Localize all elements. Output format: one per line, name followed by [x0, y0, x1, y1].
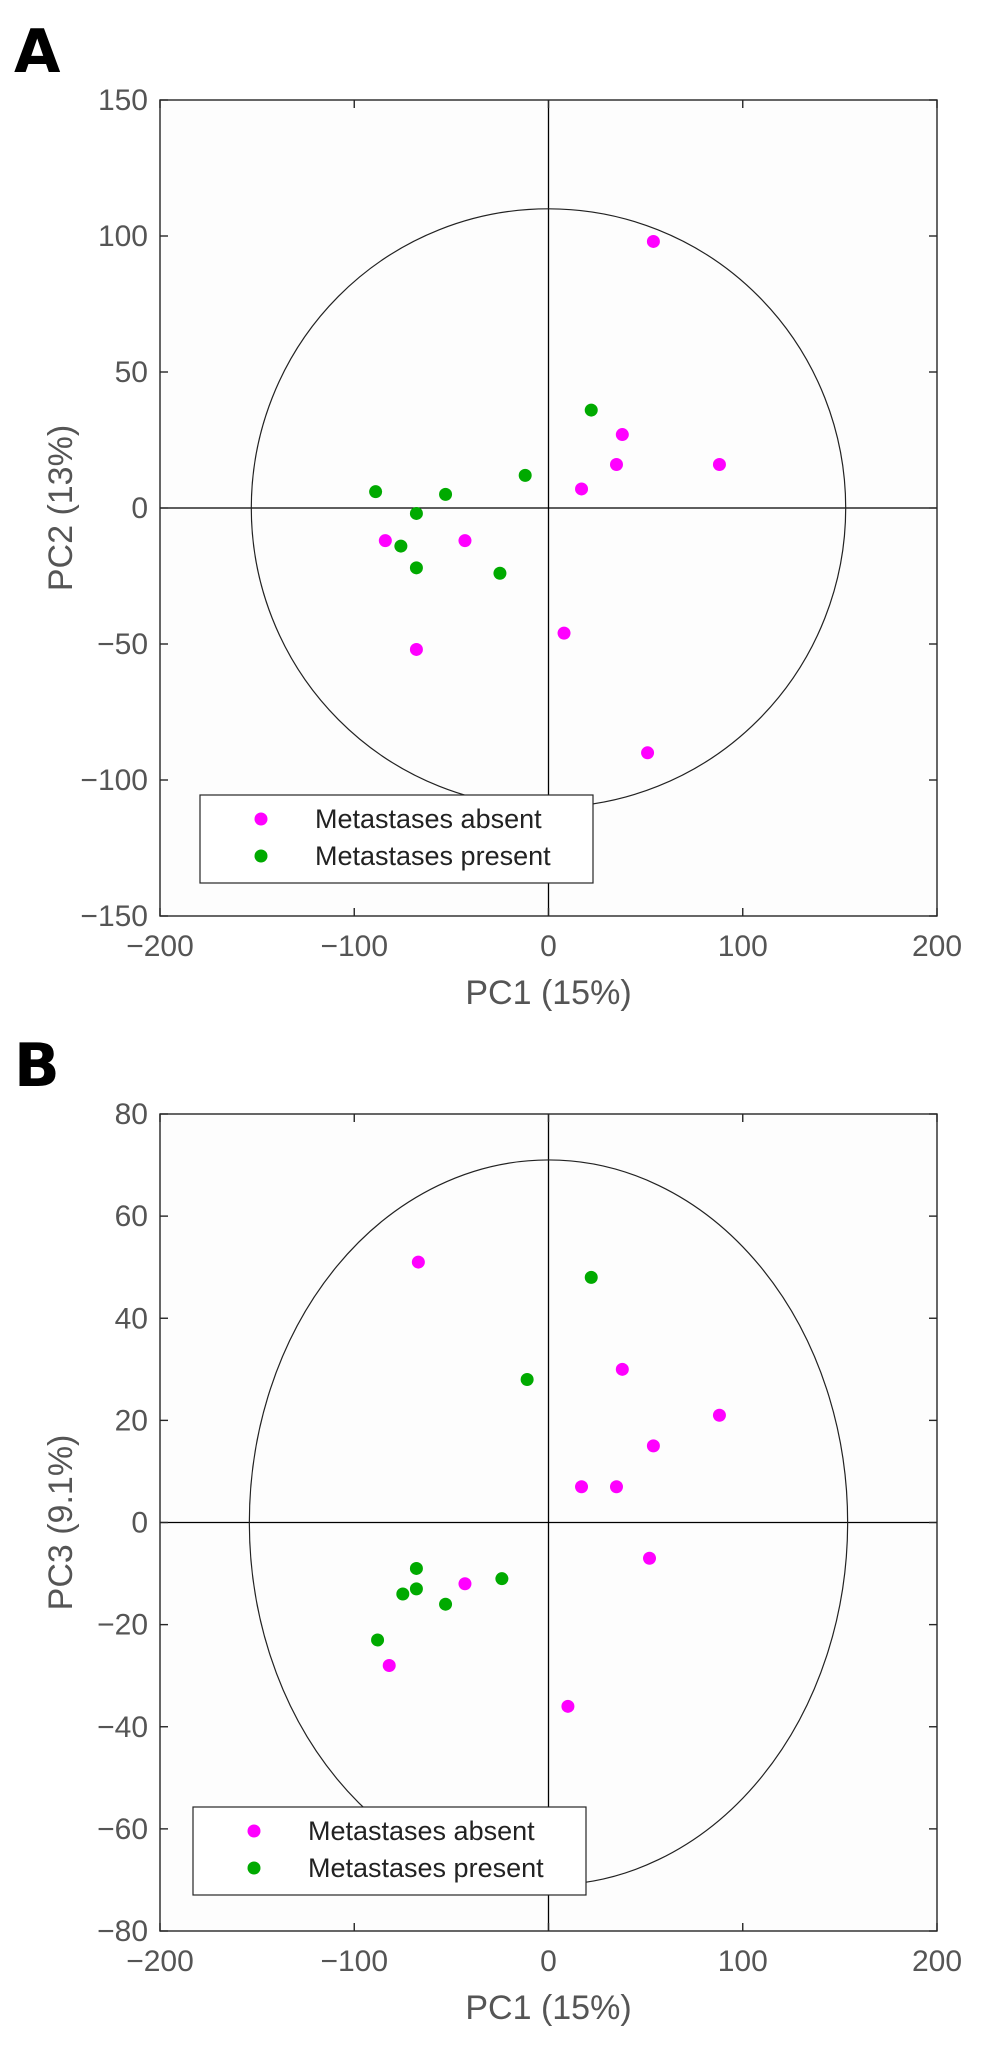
x-tick-label: 100 — [718, 1945, 768, 1978]
y-tick-label: −150 — [80, 900, 148, 933]
data-point — [439, 487, 453, 501]
y-tick-label: −40 — [97, 1711, 148, 1744]
legend-label: Metastases absent — [315, 804, 542, 834]
data-point — [382, 1658, 396, 1672]
series-metastases-present — [369, 403, 598, 580]
x-tick-label: −200 — [126, 1945, 194, 1978]
data-point — [378, 534, 392, 548]
legend-box — [192, 1806, 587, 1896]
x-tick-label: 200 — [912, 930, 962, 963]
legend-box — [199, 794, 594, 884]
legend-label: Metastases present — [315, 841, 551, 871]
data-point — [615, 428, 629, 442]
x-tick-label: 0 — [540, 930, 557, 963]
data-point — [584, 403, 598, 417]
data-point — [641, 746, 655, 760]
data-point — [394, 539, 408, 553]
y-tick-label: 150 — [98, 84, 148, 117]
data-point — [712, 1408, 726, 1422]
data-point — [520, 1373, 534, 1387]
x-axis-label: PC1 (15%) — [465, 974, 631, 1012]
y-tick-label: −80 — [97, 1915, 148, 1948]
x-tick-label: −200 — [126, 930, 194, 963]
data-point — [712, 457, 726, 471]
data-point — [493, 566, 507, 580]
data-point — [575, 1480, 589, 1494]
series-metastases-absent — [382, 1255, 726, 1713]
y-axis-label: PC3 (9.1%) — [42, 1435, 80, 1611]
data-point — [409, 1561, 423, 1575]
legend: Metastases absent Metastases present — [192, 1806, 587, 1896]
data-point — [557, 626, 571, 640]
data-point — [458, 1577, 472, 1591]
y-tick-label: −60 — [97, 1813, 148, 1846]
series-metastases-present — [371, 1270, 598, 1647]
data-point — [643, 1551, 657, 1565]
data-point — [615, 1362, 629, 1376]
y-tick-label: 40 — [115, 1302, 148, 1335]
data-point — [411, 1255, 425, 1269]
data-point — [575, 482, 589, 496]
data-point — [584, 1270, 598, 1284]
data-point — [396, 1587, 410, 1601]
y-tick-label: 0 — [131, 1507, 148, 1540]
data-point — [609, 457, 623, 471]
data-point — [439, 1597, 453, 1611]
x-axis-label: PC1 (15%) — [465, 1989, 631, 2027]
data-point — [495, 1572, 509, 1586]
chart-panel-b: B−200 −100 0 100 200806040200−20−40−60−80PC1… — [14, 1031, 962, 2027]
data-point — [371, 1633, 385, 1647]
legend-marker — [247, 1861, 261, 1875]
x-tick-label: 100 — [718, 930, 768, 963]
y-tick-label: 0 — [131, 492, 148, 525]
data-point — [609, 1480, 623, 1494]
panel-letter: A — [14, 17, 61, 87]
x-tick-label: 200 — [912, 1945, 962, 1978]
y-tick-label: 100 — [98, 220, 148, 253]
legend-label: Metastases present — [308, 1853, 544, 1883]
data-point — [458, 534, 472, 548]
chart-panel-a: A −200 −100 0 100 200 150 100 50 0 −50 −100 −150 PC1 … — [14, 17, 962, 1012]
data-point — [409, 561, 423, 575]
x-tick-label: −100 — [320, 1945, 388, 1978]
x-tick-label: 0 — [540, 1945, 557, 1978]
series-metastases-absent — [378, 234, 726, 760]
y-axis-label: PC2 (13%) — [42, 425, 80, 591]
data-point — [409, 1582, 423, 1596]
legend-marker — [254, 849, 268, 863]
y-tick-label: 50 — [115, 356, 148, 389]
legend: Metastases absent Metastases present — [199, 794, 594, 884]
data-point — [561, 1699, 575, 1713]
legend-marker — [254, 812, 268, 826]
data-point — [409, 642, 423, 656]
y-tick-label: 80 — [115, 1098, 148, 1131]
data-point — [646, 1439, 660, 1453]
y-tick-label: 20 — [115, 1404, 148, 1437]
y-tick-label: −100 — [80, 764, 148, 797]
legend-marker — [247, 1824, 261, 1838]
data-point — [518, 468, 532, 482]
y-tick-label: −20 — [97, 1609, 148, 1642]
data-point — [369, 485, 383, 499]
y-tick-label: 60 — [115, 1200, 148, 1233]
panel-letter: B — [14, 1031, 60, 1101]
x-tick-label: −100 — [320, 930, 388, 963]
legend-label: Metastases absent — [308, 1816, 535, 1846]
data-point — [409, 506, 423, 520]
y-tick-label: −50 — [97, 628, 148, 661]
data-point — [646, 234, 660, 248]
